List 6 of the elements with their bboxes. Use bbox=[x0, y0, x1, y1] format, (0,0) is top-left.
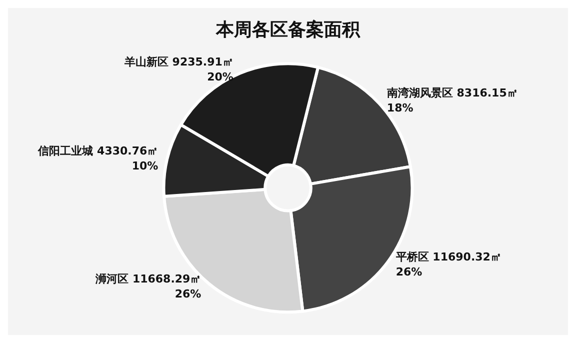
chart-title: 本周各区备案面积 bbox=[215, 20, 361, 40]
slice-label: 浉河区 11668.29㎡ 26% bbox=[94, 272, 202, 301]
slice-label: 南湾湖风景区 8316.15㎡ 18% bbox=[386, 86, 518, 115]
slice-label: 信阳工业城 4330.76㎡ 10% bbox=[37, 144, 158, 172]
slice-label: 羊山新区 9235.91㎡ 20% bbox=[123, 56, 234, 84]
slice-label: 平桥区 11690.32㎡ 26% bbox=[394, 250, 502, 278]
